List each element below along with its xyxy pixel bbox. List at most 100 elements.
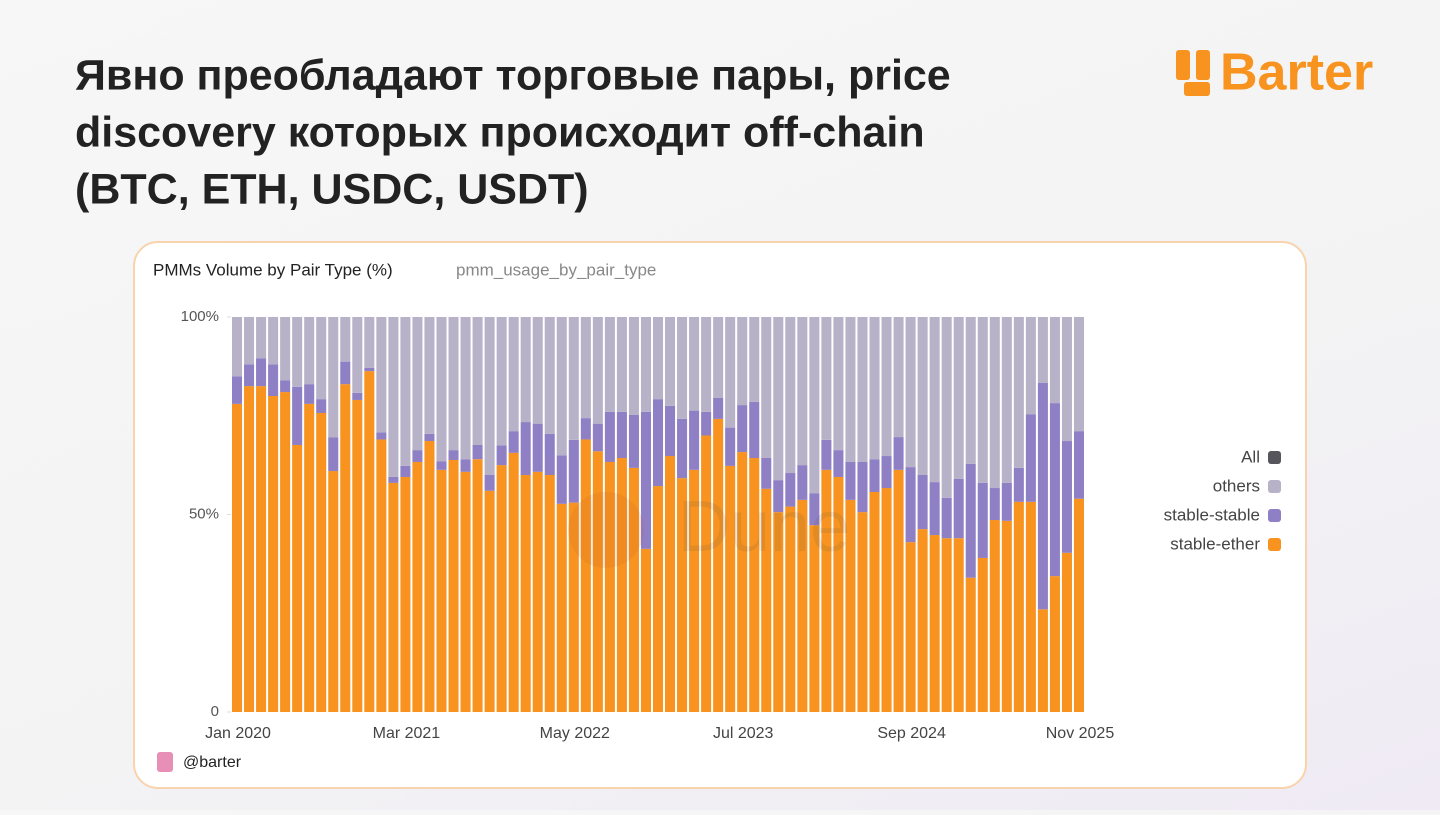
bar-segment [616, 411, 627, 459]
bar-segment [292, 386, 303, 445]
bar-segment [809, 525, 820, 712]
logo-text: Barter [1220, 44, 1373, 102]
bar-segment [244, 317, 255, 365]
bar-segment [484, 490, 495, 712]
bar-segment [773, 480, 784, 513]
bar-segment [917, 529, 928, 712]
bar-segment [292, 444, 303, 712]
bar-segment [929, 482, 940, 536]
bar-segment [400, 317, 411, 466]
bar-segment [1037, 382, 1048, 610]
bar-segment [460, 317, 471, 460]
footer-handle: @barter [183, 754, 242, 771]
bar-segment [568, 502, 579, 712]
bar-segment [568, 439, 579, 503]
bar-segment [436, 469, 447, 712]
bar-segment [677, 317, 688, 419]
bar-segment [1037, 609, 1048, 712]
bar-segment [665, 405, 676, 457]
bar-segment [532, 423, 543, 472]
bar-segment [845, 317, 856, 462]
bar-segment [472, 459, 483, 712]
bar-segment [737, 405, 748, 453]
bar-segment [472, 317, 483, 445]
bar-segment [508, 317, 519, 432]
bar-segment [1061, 317, 1072, 442]
bar-segment [917, 475, 928, 530]
bar-segment [316, 317, 327, 400]
bar-segment [472, 444, 483, 460]
bar-segment [412, 317, 423, 451]
bar-segment [436, 317, 447, 462]
bar-segment [929, 317, 940, 483]
bar-segment [256, 317, 267, 359]
x-tick-label: Jan 2020 [205, 725, 271, 742]
bar-segment [544, 317, 555, 434]
watermark-text: Dune [678, 487, 850, 567]
legend-label: others [1213, 476, 1260, 495]
bar-segment [1061, 552, 1072, 712]
logo: Barter [1176, 44, 1373, 102]
bar-segment [725, 317, 736, 428]
bar-segment [556, 503, 567, 712]
y-tick-label: 50% [189, 505, 219, 522]
bar-segment [304, 317, 315, 385]
bar-segment [749, 401, 760, 459]
bar-segment [737, 317, 748, 406]
y-tick-label: 100% [181, 308, 219, 325]
bar-segment [388, 317, 399, 477]
bar-segment [713, 418, 724, 712]
bar-segment [364, 317, 375, 368]
bar-segment [628, 317, 639, 415]
chart-title: PMMs Volume by Pair Type (%) [153, 260, 393, 279]
bar-segment [580, 317, 591, 419]
bar-segment [965, 463, 976, 578]
title-line: Явно преобладают торговые пары, price [75, 51, 951, 99]
bar-segment [316, 399, 327, 413]
bar-segment [1001, 520, 1012, 712]
bar-segment [616, 458, 627, 712]
bar-segment [869, 459, 880, 492]
bar-segment [628, 414, 639, 468]
bar-segment [905, 542, 916, 712]
bar-segment [1073, 431, 1084, 499]
bar-segment [340, 317, 351, 362]
bar-segment [989, 488, 1000, 521]
bar-segment [977, 557, 988, 712]
legend-swatch [1268, 509, 1281, 522]
bar-segment [604, 317, 615, 412]
bar-segment [905, 467, 916, 543]
bar-segment [352, 399, 363, 712]
bar-segment [821, 439, 832, 470]
bar-segment [244, 386, 255, 712]
bar-segment [460, 471, 471, 712]
bar-segment [1073, 498, 1084, 712]
bar-segment [1001, 482, 1012, 521]
bar-segment [953, 317, 964, 479]
bar-segment [725, 465, 736, 712]
bar-segment [857, 512, 868, 712]
bar-segment [917, 317, 928, 475]
bar-segment [1049, 576, 1060, 712]
bar-segment [881, 317, 892, 457]
bar-segment [280, 317, 291, 381]
bar-segment [268, 396, 279, 712]
bar-segment [773, 512, 784, 712]
bar-segment [232, 403, 243, 712]
bar-segment [496, 445, 507, 466]
bar-segment [520, 422, 531, 475]
bar-segment [953, 478, 964, 539]
bar-segment [388, 476, 399, 483]
bar-segment [941, 317, 952, 498]
bar-segment [1013, 317, 1024, 468]
bar-segment [857, 317, 868, 462]
bar-segment [568, 317, 579, 440]
bar-segment [689, 317, 700, 411]
bar-segment [845, 499, 856, 712]
bar-segment [785, 473, 796, 507]
bar-segment [376, 432, 387, 440]
bar-segment [941, 538, 952, 712]
bar-segment [400, 476, 411, 712]
bar-segment [881, 456, 892, 489]
